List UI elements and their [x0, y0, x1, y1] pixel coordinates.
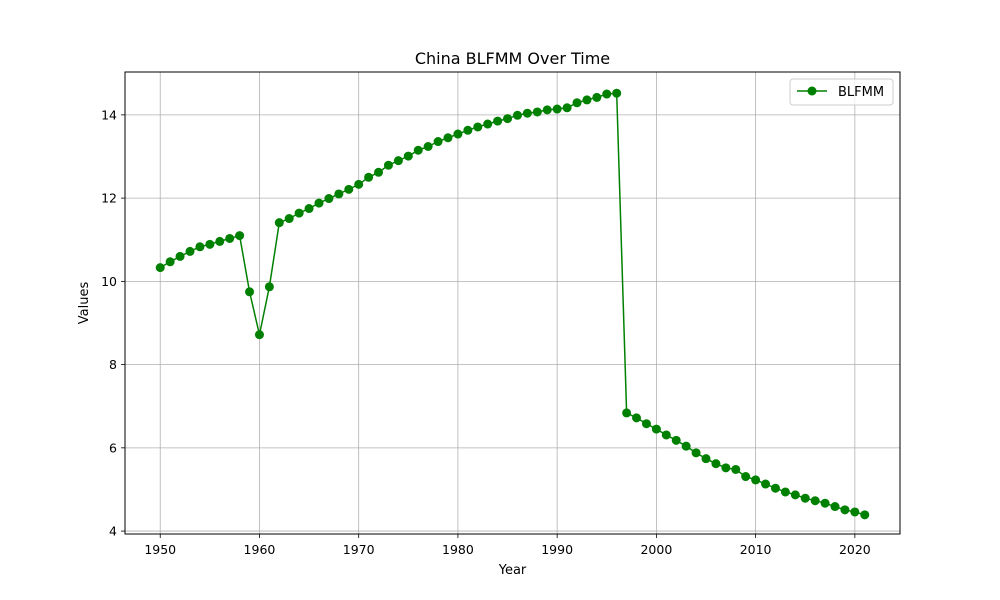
data-point	[562, 103, 572, 113]
data-point	[314, 198, 324, 208]
data-point	[433, 137, 443, 147]
legend-marker-swatch	[807, 86, 817, 96]
data-point	[493, 116, 503, 126]
data-point	[572, 98, 582, 108]
data-point	[830, 502, 840, 512]
data-point	[304, 204, 314, 214]
data-point	[840, 505, 850, 515]
x-axis-label: Year	[498, 563, 527, 578]
data-point	[284, 214, 294, 224]
data-point	[751, 475, 761, 485]
plot-frame	[124, 71, 901, 535]
data-point	[254, 330, 264, 340]
data-point	[443, 133, 453, 143]
data-point	[582, 95, 592, 105]
data-point	[403, 151, 413, 161]
data-point	[632, 413, 642, 423]
legend: BLFMM	[789, 78, 894, 106]
x-tick-label: 1970	[343, 542, 375, 557]
data-point	[790, 490, 800, 500]
x-tick-label: 2000	[640, 542, 672, 557]
data-point	[235, 231, 245, 241]
data-point	[532, 107, 542, 117]
data-point	[761, 479, 771, 489]
data-point	[463, 125, 473, 135]
data-point	[503, 114, 513, 124]
data-point	[691, 448, 701, 458]
data-point	[850, 507, 860, 517]
legend-box	[789, 78, 894, 106]
data-point	[453, 129, 463, 139]
data-point	[800, 493, 810, 503]
x-tick-label: 1990	[541, 542, 573, 557]
y-tick-label: 8	[109, 357, 117, 372]
y-tick-label: 14	[101, 107, 117, 122]
data-point	[681, 441, 691, 451]
data-point	[731, 464, 741, 474]
x-tick-label: 1980	[442, 542, 474, 557]
data-point	[711, 459, 721, 469]
data-point	[592, 92, 602, 102]
data-point	[483, 119, 493, 129]
data-point	[165, 257, 175, 267]
legend-entry-label: BLFMM	[838, 85, 884, 100]
series-layer	[155, 88, 870, 520]
x-tick-label: 1950	[144, 542, 176, 557]
data-point	[413, 145, 423, 155]
data-point	[552, 104, 562, 114]
x-tick-label: 2020	[839, 542, 871, 557]
data-point	[215, 236, 225, 246]
y-axis-label: Values	[77, 282, 92, 325]
data-point	[374, 167, 384, 177]
data-point	[820, 498, 830, 508]
data-point	[274, 218, 284, 228]
data-point	[383, 160, 393, 170]
data-point	[522, 108, 532, 118]
data-point	[512, 110, 522, 120]
chart-title: China BLFMM Over Time	[415, 49, 610, 68]
data-point	[602, 89, 612, 99]
y-tick-label: 10	[101, 274, 117, 289]
data-point	[641, 419, 651, 429]
data-point	[205, 239, 215, 249]
data-point	[225, 233, 235, 243]
data-point	[175, 251, 185, 261]
x-tick-label: 2010	[740, 542, 772, 557]
data-point	[245, 287, 255, 297]
y-tick-label: 6	[109, 440, 117, 455]
data-point	[334, 189, 344, 199]
data-point	[324, 194, 334, 204]
data-point	[780, 487, 790, 497]
data-point	[155, 263, 165, 273]
y-tick-label: 12	[101, 191, 117, 206]
data-point	[770, 483, 780, 493]
data-point	[612, 88, 622, 98]
data-point	[622, 408, 632, 418]
data-point	[294, 208, 304, 218]
data-point	[671, 435, 681, 445]
data-point	[860, 510, 870, 520]
data-point	[473, 122, 483, 132]
y-tick-label: 4	[109, 524, 117, 539]
data-point	[423, 142, 433, 152]
data-point	[354, 179, 364, 189]
data-point	[721, 463, 731, 473]
data-point	[364, 172, 374, 182]
data-point	[810, 496, 820, 506]
data-point	[651, 424, 661, 434]
data-point	[701, 454, 711, 464]
grid	[125, 72, 900, 534]
data-point	[195, 242, 205, 252]
data-point	[661, 430, 671, 440]
data-point	[264, 282, 274, 292]
data-point	[393, 156, 403, 166]
axis-ticks: 1950 1960 1970 1980 1990 2000 2010 2020 4 6 8 10 12 1…	[101, 107, 871, 557]
data-point	[542, 105, 552, 115]
data-point	[185, 246, 195, 256]
data-point	[741, 472, 751, 482]
x-tick-label: 1960	[244, 542, 276, 557]
data-point	[344, 184, 354, 194]
